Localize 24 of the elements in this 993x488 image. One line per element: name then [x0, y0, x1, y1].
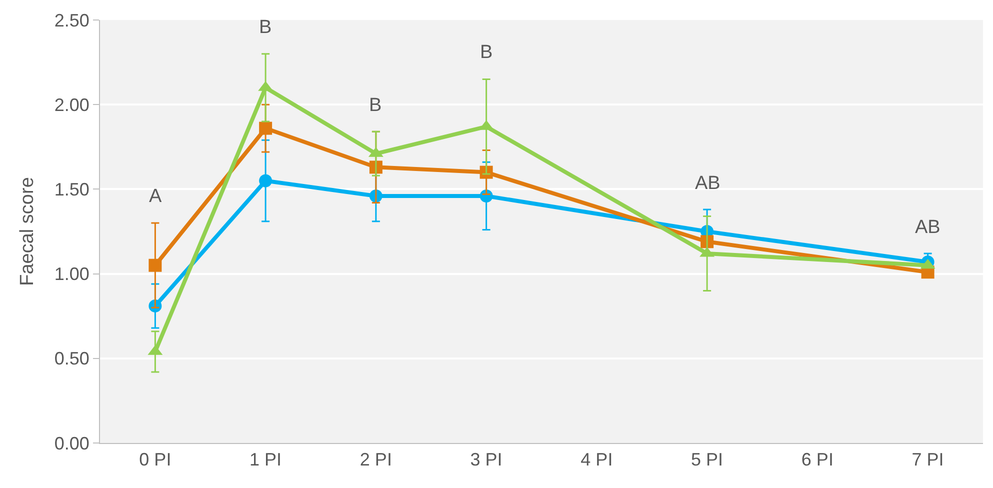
annotation: B [259, 17, 272, 38]
x-tick-label: 6 PI [801, 450, 834, 470]
x-tick-label: 1 PI [250, 450, 282, 470]
y-tick-label: 0.50 [54, 348, 90, 369]
point [259, 174, 272, 188]
y-axis-title: Faecal score [17, 177, 38, 286]
annotation: AB [915, 217, 940, 238]
x-tick-label: 2 PI [360, 450, 392, 470]
y-tick-label: 1.50 [54, 180, 90, 200]
x-tick-label: 7 PI [912, 450, 944, 470]
point [148, 258, 162, 272]
x-tick-label: 3 PI [470, 450, 502, 470]
y-tick-label: 0.00 [54, 433, 90, 454]
annotation: B [480, 42, 493, 63]
x-tick-label: 4 PI [580, 450, 613, 470]
x-tick-label: 0 PI [139, 450, 172, 470]
y-tick-label: 1.00 [54, 264, 90, 284]
y-tick-label: 2.00 [54, 94, 90, 115]
point [259, 122, 272, 135]
annotation: B [369, 95, 382, 116]
annotation: AB [695, 173, 720, 194]
x-tick-label: 5 PI [691, 450, 724, 470]
y-tick-label: 2.50 [54, 10, 90, 30]
annotation: A [149, 186, 162, 207]
